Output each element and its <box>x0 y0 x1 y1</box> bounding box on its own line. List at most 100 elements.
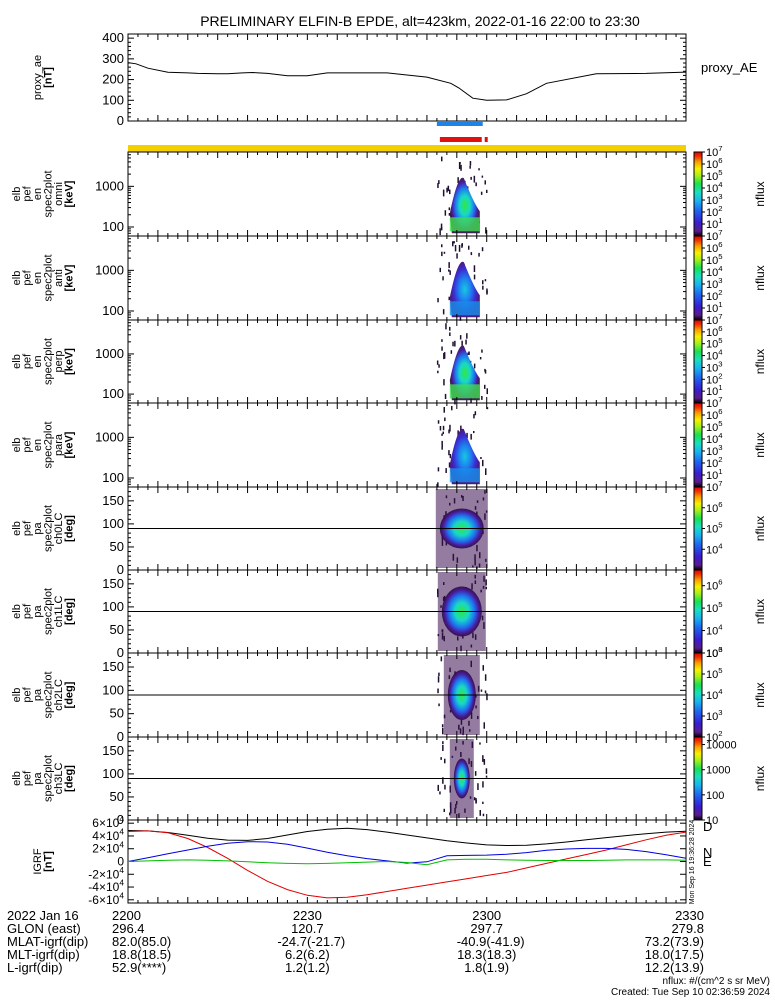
igrf-line-d <box>127 830 687 899</box>
spectrogram-speckle <box>444 417 446 422</box>
spectrogram-ylabel: [keV] <box>63 431 75 458</box>
info-row-value: 52.9(****) <box>112 960 167 975</box>
info-row-value: 296.4 <box>112 921 145 936</box>
colorbar-tick-label: 104 <box>706 687 723 702</box>
spectrogram-ylabel: [keV] <box>63 348 75 375</box>
spectrogram-speckle <box>446 187 448 193</box>
igrf-tick-label: 6×104 <box>92 814 124 830</box>
spectrogram-speckle <box>474 411 477 416</box>
science-zone-bar <box>484 137 488 142</box>
spectrogram-tick-label: 150 <box>102 659 124 674</box>
spectrogram-speckle <box>459 314 462 321</box>
spectrogram-tick-label: 50 <box>110 622 124 637</box>
colorbar-tick-label: 101 <box>706 300 723 315</box>
colorbar-tick-label: 1000 <box>706 765 730 777</box>
spectrogram-tick-label: 100 <box>102 516 124 531</box>
info-row-value: 2200 <box>112 908 141 923</box>
spectrogram-ylabel: spec2plot <box>42 755 54 802</box>
spectrogram-speckle <box>486 290 488 294</box>
spectrogram-ylabel: en <box>32 355 44 367</box>
spectrogram-speckle <box>449 332 451 336</box>
colorbar <box>693 235 703 321</box>
spectrogram-speckle <box>484 369 487 374</box>
spectrogram-ylabel: pef <box>21 185 33 201</box>
colorbar-tick-label: 106 <box>706 156 723 171</box>
spectrogram-speckle <box>468 245 470 250</box>
info-row-label: L-igrf(dip) <box>7 960 63 975</box>
spectrogram-speckle <box>439 267 441 273</box>
spectrogram-speckle <box>449 812 451 816</box>
spectrogram-speckle <box>444 210 447 216</box>
info-row-value: 2230 <box>292 908 322 923</box>
spectrogram-speckle <box>480 191 483 195</box>
colorbar-tick-label: 104 <box>706 541 723 556</box>
spectrogram-speckle <box>442 425 445 431</box>
spectrogram-speckle <box>479 810 481 816</box>
proxy-ae-tick-label: 300 <box>102 51 124 66</box>
spectrogram-speckle <box>448 462 451 468</box>
igrf-line-n <box>127 841 687 864</box>
colorbar-label: nflux <box>753 265 767 290</box>
spectrogram-speckle <box>437 482 439 488</box>
spectrogram-speckle <box>473 175 476 183</box>
spectrogram-speckle <box>437 676 440 683</box>
igrf-tick-label: 4×104 <box>92 827 124 843</box>
spectrogram-speckle <box>442 431 444 435</box>
spectrogram-ylabel: pef <box>21 269 33 285</box>
spectrogram-tick-label: 50 <box>110 789 124 804</box>
spectrogram-ylabel: en <box>32 439 44 451</box>
spectrogram-ylabel: en <box>32 188 44 200</box>
spectrogram-ylabel: pef <box>21 436 33 452</box>
proxy-ae-legend: proxy_AE <box>701 60 758 75</box>
spectrogram-speckle <box>480 457 482 459</box>
spectrogram-speckle <box>437 420 440 424</box>
spectrogram-speckle <box>486 407 489 410</box>
colorbar-tick-label: 105 <box>706 168 723 183</box>
spectrogram-ylabel: pa <box>32 605 44 618</box>
spectrogram-speckle <box>479 742 481 745</box>
spectrogram-ylabel: pef <box>21 520 33 536</box>
colorbar-label: nflux <box>753 349 767 374</box>
spectrogram-speckle <box>437 784 439 791</box>
spectrogram-speckle <box>452 341 454 347</box>
spectrogram-speckle <box>442 309 445 315</box>
proxy-ae-ylabel: [nT] <box>42 67 54 88</box>
colorbar-tick-label: 106 <box>706 578 723 593</box>
spectrogram-speckle <box>481 349 483 353</box>
spectrogram-ylabel: elb <box>11 354 23 369</box>
spectrogram-speckle <box>454 398 456 405</box>
spectrogram-ylabel: spec2plot <box>42 254 54 301</box>
units-note: nflux: #/(cm^2 s sr MeV) <box>662 976 771 987</box>
spectrogram-speckle <box>454 245 457 252</box>
spectrogram-speckle <box>461 244 463 248</box>
spectrogram-speckle <box>443 251 446 254</box>
spectrogram-speckle <box>482 665 484 671</box>
spectrogram-speckle <box>442 744 444 751</box>
spectrogram-speckle <box>473 797 476 801</box>
spectrogram-ylabel: spec2plot <box>42 505 54 552</box>
colorbar-tick-label: 106 <box>706 645 723 660</box>
colorbar-tick-label: 10 <box>706 815 718 827</box>
proxy-ae-line <box>127 62 687 101</box>
igrf-legend-d: D <box>703 819 712 834</box>
spectrogram-speckle <box>482 801 484 804</box>
spectrogram-speckle <box>450 350 453 354</box>
spectrogram-speckle <box>478 168 480 171</box>
spectrogram-ylabel: ch2LC <box>53 679 65 711</box>
spectrogram-speckle <box>448 450 450 456</box>
info-row-label: 2022 Jan 16 <box>7 908 79 923</box>
spectrogram-speckle <box>438 364 440 368</box>
spectrogram-tick-label: 100 <box>102 682 124 697</box>
info-row-value: 297.7 <box>470 921 503 936</box>
colorbar-tick-label: 105 <box>706 666 723 681</box>
yellow-strip <box>128 145 686 152</box>
spectrogram-tick-label: 0 <box>117 645 124 660</box>
spectrogram-speckle <box>448 207 451 211</box>
spectrogram-speckle <box>482 813 485 817</box>
spectrogram-speckle <box>451 406 453 411</box>
spectrogram-panel <box>127 402 687 488</box>
info-row-value: 18.0(17.5) <box>644 947 704 962</box>
spectrogram-speckle <box>436 360 439 365</box>
spectrogram-speckle <box>442 276 444 281</box>
spectrogram-speckle <box>449 189 451 195</box>
